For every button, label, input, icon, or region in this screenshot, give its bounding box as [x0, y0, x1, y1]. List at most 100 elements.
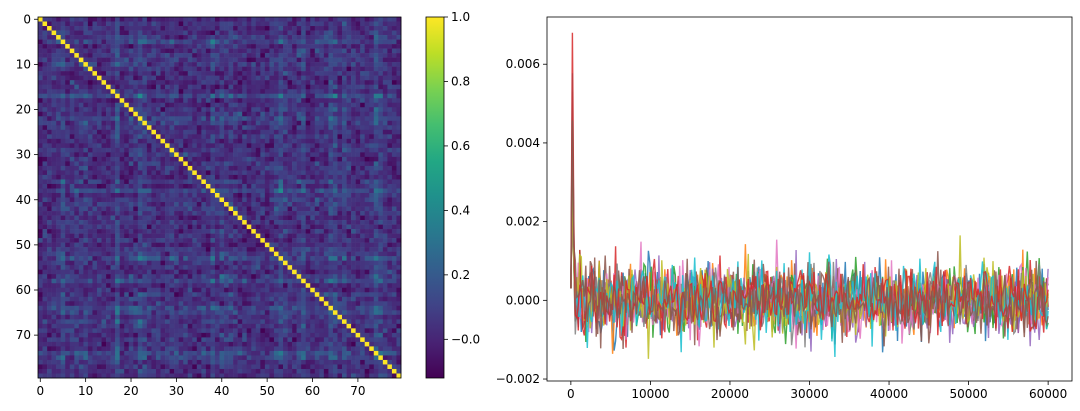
heatmap-cell: [355, 170, 361, 176]
heatmap-cell: [273, 48, 279, 54]
heatmap-cell: [115, 242, 120, 248]
heatmap-cell: [346, 156, 352, 162]
heatmap-cell: [264, 116, 270, 122]
heatmap-cell: [283, 233, 288, 239]
heatmap-cell: [124, 278, 130, 284]
heatmap-cell: [219, 84, 225, 90]
heatmap-cell: [151, 256, 157, 261]
heatmap-cell: [287, 269, 293, 275]
heatmap-cell: [106, 179, 111, 185]
heatmap-cell: [65, 80, 71, 85]
heatmap-cell: [251, 35, 257, 40]
heatmap-cell: [332, 165, 338, 171]
heatmap-cell: [337, 165, 343, 171]
heatmap-cell: [355, 62, 361, 67]
heatmap-cell: [287, 238, 293, 243]
heatmap-cell: [287, 147, 293, 153]
heatmap-cell: [115, 247, 120, 252]
heatmap-cell: [60, 192, 66, 198]
heatmap-cell: [214, 84, 220, 90]
heatmap-cell: [187, 98, 193, 104]
heatmap-cell: [337, 238, 343, 243]
heatmap-cell: [146, 174, 152, 180]
heatmap-cell: [214, 116, 220, 122]
heatmap-cell: [305, 224, 311, 230]
heatmap-cell: [187, 251, 193, 257]
heatmap-cell: [106, 165, 111, 171]
heatmap-cell: [87, 188, 93, 194]
heatmap-cell: [342, 256, 347, 261]
heatmap-cell: [328, 143, 334, 149]
heatmap-cell: [369, 192, 375, 198]
heatmap-cell: [269, 35, 275, 40]
heatmap-cell: [196, 44, 202, 49]
heatmap-cell: [323, 156, 329, 162]
heatmap-cell: [369, 48, 375, 54]
heatmap-cell: [87, 138, 93, 144]
heatmap-cell: [65, 53, 71, 58]
heatmap-cell: [101, 66, 107, 72]
heatmap-cell: [301, 102, 307, 108]
heatmap-cell: [364, 134, 370, 140]
heatmap-cell: [342, 269, 347, 275]
heatmap-cell: [60, 260, 66, 266]
heatmap-cell: [205, 120, 211, 126]
heatmap-cell: [242, 80, 248, 85]
heatmap-cell: [196, 48, 202, 54]
heatmap-cell: [187, 283, 193, 289]
heatmap-cell: [151, 206, 157, 212]
heatmap-cell: [160, 274, 166, 280]
heatmap-cell: [237, 229, 243, 234]
heatmap-cell: [155, 269, 161, 275]
heatmap-cell: [292, 247, 297, 252]
heatmap-cell: [369, 251, 375, 257]
heatmap-cell: [160, 17, 166, 22]
heatmap-cell: [155, 21, 161, 27]
heatmap-cell: [74, 98, 80, 104]
heatmap-cell: [382, 233, 388, 239]
heatmap-cell: [60, 152, 66, 158]
heatmap-cell: [42, 224, 48, 230]
heatmap-cell: [292, 111, 297, 117]
heatmap-cell: [251, 80, 257, 85]
heatmap-cell: [391, 125, 397, 131]
heatmap-cell: [160, 53, 166, 58]
heatmap-cell: [242, 287, 248, 293]
heatmap-cell: [228, 134, 234, 140]
heatmap-cell: [219, 116, 225, 122]
heatmap-cell: [373, 35, 379, 40]
heatmap-cell: [133, 156, 139, 162]
heatmap-cell: [310, 192, 316, 198]
heatmap-cell: [96, 107, 102, 113]
heatmap-cell: [155, 116, 161, 122]
heatmap-cell: [187, 278, 193, 284]
heatmap-cell: [278, 44, 284, 49]
heatmap-cell: [210, 120, 216, 126]
heatmap-cell: [106, 93, 111, 99]
heatmap-cell: [187, 260, 193, 266]
heatmap-cell: [369, 39, 375, 45]
heatmap-cell: [192, 206, 198, 212]
heatmap-cell: [106, 238, 111, 243]
heatmap-cell: [174, 21, 179, 27]
heatmap-cell: [337, 80, 343, 85]
heatmap-cell: [87, 287, 93, 293]
heatmap-cell: [160, 138, 166, 144]
heatmap-cell: [183, 296, 189, 302]
heatmap-cell: [124, 188, 130, 194]
heatmap-cell: [151, 107, 157, 113]
heatmap-cell: [56, 17, 61, 22]
heatmap-cell: [196, 120, 202, 126]
heatmap-cell: [346, 120, 352, 126]
heatmap-cell: [233, 215, 238, 221]
heatmap-cell: [332, 17, 338, 22]
heatmap-cell: [328, 192, 334, 198]
heatmap-cell: [355, 233, 361, 239]
heatmap-cell: [56, 75, 61, 81]
heatmap-cell: [38, 215, 43, 221]
heatmap-cell: [228, 107, 234, 113]
heatmap-cell: [301, 287, 307, 293]
heatmap-cell: [332, 80, 338, 85]
heatmap-cell: [251, 247, 257, 252]
heatmap-cell: [314, 215, 320, 221]
